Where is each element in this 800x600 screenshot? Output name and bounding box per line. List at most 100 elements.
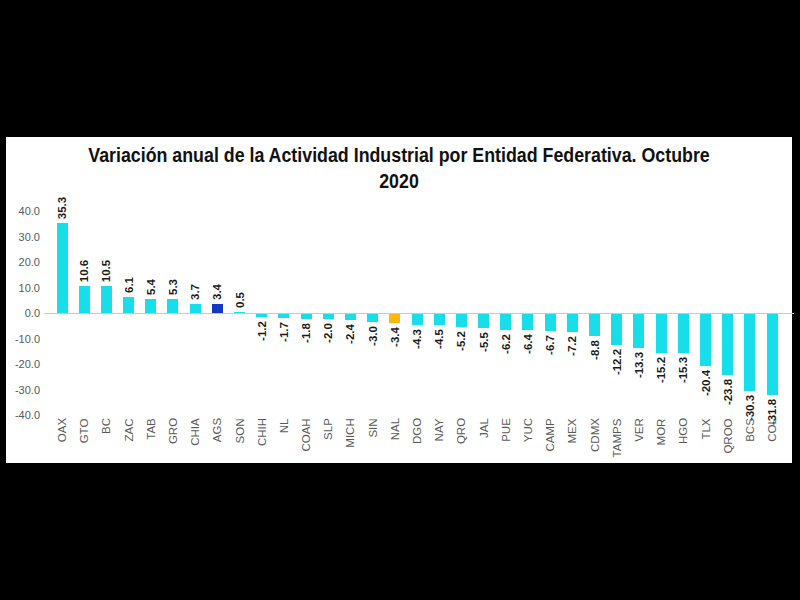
value-label-TAMPS: -12.2	[611, 349, 623, 375]
category-label-NAL: NAL	[389, 418, 401, 440]
value-label-CHIA: 3.7	[189, 284, 201, 300]
category-label-SON: SON	[234, 418, 246, 443]
category-label-NL: NL	[278, 418, 290, 433]
y-tick-label: 20.0	[6, 256, 40, 268]
value-label-VER: -13.3	[633, 352, 645, 378]
bar-JAL	[478, 314, 489, 328]
chart-canvas: Variación anual de la Actividad Industri…	[6, 137, 792, 463]
value-label-QROO: -23.8	[722, 379, 734, 405]
category-label-QROO: QROO	[722, 418, 734, 453]
category-label-SIN: SIN	[367, 418, 379, 437]
value-label-JAL: -5.5	[478, 332, 490, 352]
category-label-CHIA: CHIA	[189, 418, 201, 445]
y-tick-label: 40.0	[6, 205, 40, 217]
bar-SLP	[323, 314, 334, 319]
category-label-TAB: TAB	[145, 418, 157, 440]
bar-YUC	[522, 314, 533, 330]
bar-GRO	[167, 299, 178, 313]
category-label-QRO: QRO	[455, 418, 467, 444]
category-label-TLX: TLX	[700, 418, 712, 439]
y-tick-label: 10.0	[6, 282, 40, 294]
y-tick-label: -30.0	[6, 384, 40, 396]
bar-DGO	[412, 314, 423, 325]
category-label-NAY: NAY	[433, 418, 445, 441]
category-label-OAX: OAX	[56, 418, 68, 442]
category-label-YUC: YUC	[522, 418, 534, 442]
value-label-NAY: -4.5	[433, 330, 445, 350]
value-label-DGO: -4.3	[411, 329, 423, 349]
category-label-BCS: BCS	[744, 418, 756, 442]
bar-NL	[278, 314, 289, 318]
category-label-HGO: HGO	[677, 418, 689, 444]
bar-VER	[633, 314, 644, 348]
bar-COAH	[301, 314, 312, 319]
value-label-COAH: -1.8	[300, 323, 312, 343]
value-label-MOR: -15.2	[655, 357, 667, 383]
bar-MOR	[656, 314, 667, 353]
letterbox-frame: Variación anual de la Actividad Industri…	[0, 0, 800, 600]
category-label-VER: VER	[633, 418, 645, 442]
bar-TLX	[700, 314, 711, 366]
value-label-MICH: -2.4	[344, 324, 356, 344]
category-label-MEX: MEX	[566, 418, 578, 443]
bar-ZAC	[123, 297, 134, 313]
category-label-COL: COL	[766, 418, 778, 442]
bar-SIN	[367, 314, 378, 322]
value-label-GRO: 5.3	[167, 279, 179, 295]
bar-CHIA	[190, 304, 201, 313]
value-label-CAMP: -6.7	[544, 335, 556, 355]
category-label-MICH: MICH	[344, 418, 356, 447]
value-label-MEX: -7.2	[566, 336, 578, 356]
value-label-TLX: -20.4	[700, 370, 712, 396]
category-label-SLP: SLP	[322, 418, 334, 440]
value-label-HGO: -15.3	[677, 357, 689, 383]
bar-HGO	[678, 314, 689, 353]
bar-AGS	[212, 304, 223, 313]
value-label-QRO: -5.2	[455, 331, 467, 351]
value-label-SIN: -3.0	[367, 326, 379, 346]
bar-COL	[767, 314, 778, 395]
category-label-AGS: AGS	[211, 418, 223, 442]
bar-PUE	[500, 314, 511, 330]
bar-MEX	[567, 314, 578, 332]
value-label-GTO: 10.6	[78, 260, 90, 282]
value-label-SLP: -2.0	[322, 323, 334, 343]
value-label-SON: 0.5	[234, 292, 246, 308]
category-label-DGO: DGO	[411, 418, 423, 444]
bar-CDMX	[589, 314, 600, 336]
category-label-PUE: PUE	[500, 418, 512, 442]
category-label-ZAC: ZAC	[123, 418, 135, 441]
category-label-GTO: GTO	[78, 418, 90, 443]
bar-QROO	[722, 314, 733, 375]
value-label-TAB: 5.4	[145, 279, 157, 295]
value-label-NAL: -3.4	[389, 327, 401, 347]
value-label-BC: 10.5	[100, 260, 112, 282]
category-label-MOR: MOR	[655, 418, 667, 445]
value-label-PUE: -6.2	[500, 334, 512, 354]
category-label-TAMPS: TAMPS	[611, 418, 623, 457]
y-tick-label: 30.0	[6, 231, 40, 243]
value-label-YUC: -6.4	[522, 334, 534, 354]
y-tick-label: 0.0	[6, 307, 40, 319]
value-label-AGS: 3.4	[211, 284, 223, 300]
category-label-CHIH: CHIH	[256, 418, 268, 446]
category-label-GRO: GRO	[167, 418, 179, 444]
bar-MICH	[345, 314, 356, 320]
bar-GTO	[79, 286, 90, 313]
bar-CHIH	[256, 314, 267, 317]
bar-BC	[101, 286, 112, 313]
value-label-OAX: 35.3	[56, 197, 68, 219]
bar-NAY	[434, 314, 445, 325]
y-tick-label: -10.0	[6, 333, 40, 345]
value-label-ZAC: 6.1	[123, 277, 135, 293]
value-label-CHIH: -1.2	[256, 321, 268, 341]
plot-area: 40.0 30.0 20.0 10.0 0.0 -10.0 -20.0 -30.0 -40.0 3…	[6, 137, 792, 463]
category-label-JAL: JAL	[478, 418, 490, 438]
bar-CAMP	[545, 314, 556, 331]
value-label-CDMX: -8.8	[589, 341, 601, 361]
bar-TAMPS	[611, 314, 622, 345]
y-tick-label: -40.0	[6, 409, 40, 421]
bar-BCS	[744, 314, 755, 391]
category-label-BC: BC	[100, 418, 112, 434]
y-tick-label: -20.0	[6, 358, 40, 370]
